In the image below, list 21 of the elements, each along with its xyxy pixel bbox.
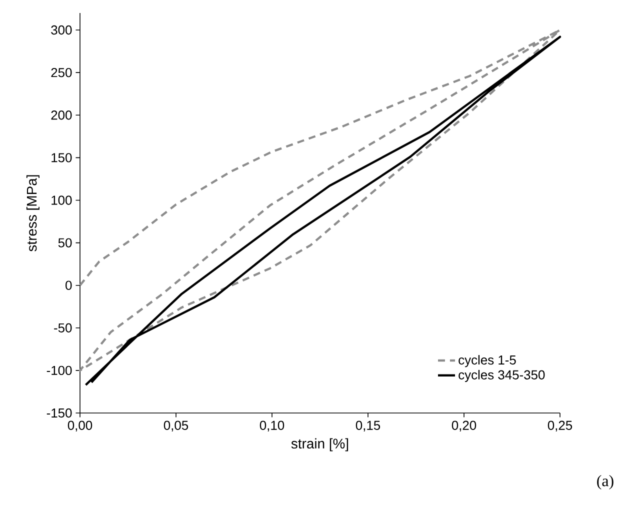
y-axis-title: stress [MPa] [26, 175, 40, 252]
y-tick-label: 300 [51, 25, 72, 35]
y-tick-label: 250 [51, 68, 72, 78]
y-tick-label: 0 [66, 280, 72, 290]
legend-label: cycles 1-5 [458, 355, 516, 368]
text: (a) [597, 475, 614, 490]
x-tick-label: 0,15 [356, 420, 380, 432]
y-tick-label: 50 [58, 238, 72, 248]
y-tick-label: -150 [46, 408, 72, 418]
x-tick-label: 0,05 [164, 420, 188, 432]
y-tick-label: 100 [52, 196, 72, 205]
y-tick-label: 150 [52, 153, 72, 162]
x-axis-title: strain [%] [291, 438, 348, 452]
x-tick-label: 0,10 [260, 420, 284, 432]
y-tick-label: -50 [54, 323, 72, 332]
x-tick-label: 0,25 [548, 420, 572, 432]
x-tick-label: 0,20 [452, 420, 476, 432]
legend-label: cycles 345-350 [458, 370, 545, 382]
y-tick-label: 200 [51, 110, 72, 120]
x-tick-label: 0,00 [68, 420, 92, 432]
y-tick-label: -100 [46, 366, 72, 376]
